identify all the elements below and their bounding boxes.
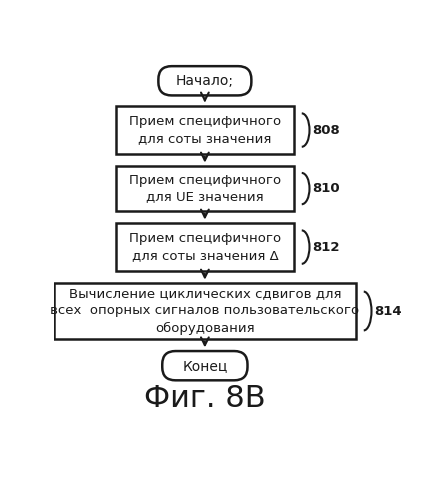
FancyBboxPatch shape <box>116 166 294 211</box>
Text: Начало;: Начало; <box>176 74 234 88</box>
Text: Конец: Конец <box>182 358 227 372</box>
Text: 814: 814 <box>375 304 402 318</box>
Text: Фиг. 8B: Фиг. 8B <box>144 384 266 414</box>
Text: Прием специфичного
для UE значения: Прием специфичного для UE значения <box>129 174 281 204</box>
Text: Прием специфичного
для соты значения Δ: Прием специфичного для соты значения Δ <box>129 232 281 262</box>
FancyBboxPatch shape <box>158 66 252 96</box>
Text: Вычисление циклических сдвигов для
всех  опорных сигналов пользовательского
обор: Вычисление циклических сдвигов для всех … <box>50 288 359 335</box>
Text: 812: 812 <box>313 240 340 254</box>
Text: 808: 808 <box>313 124 341 136</box>
Text: 810: 810 <box>313 182 340 195</box>
FancyBboxPatch shape <box>116 106 294 154</box>
FancyBboxPatch shape <box>116 223 294 271</box>
FancyBboxPatch shape <box>54 284 356 339</box>
Text: Прием специфичного
для соты значения: Прием специфичного для соты значения <box>129 115 281 145</box>
FancyBboxPatch shape <box>162 351 248 380</box>
